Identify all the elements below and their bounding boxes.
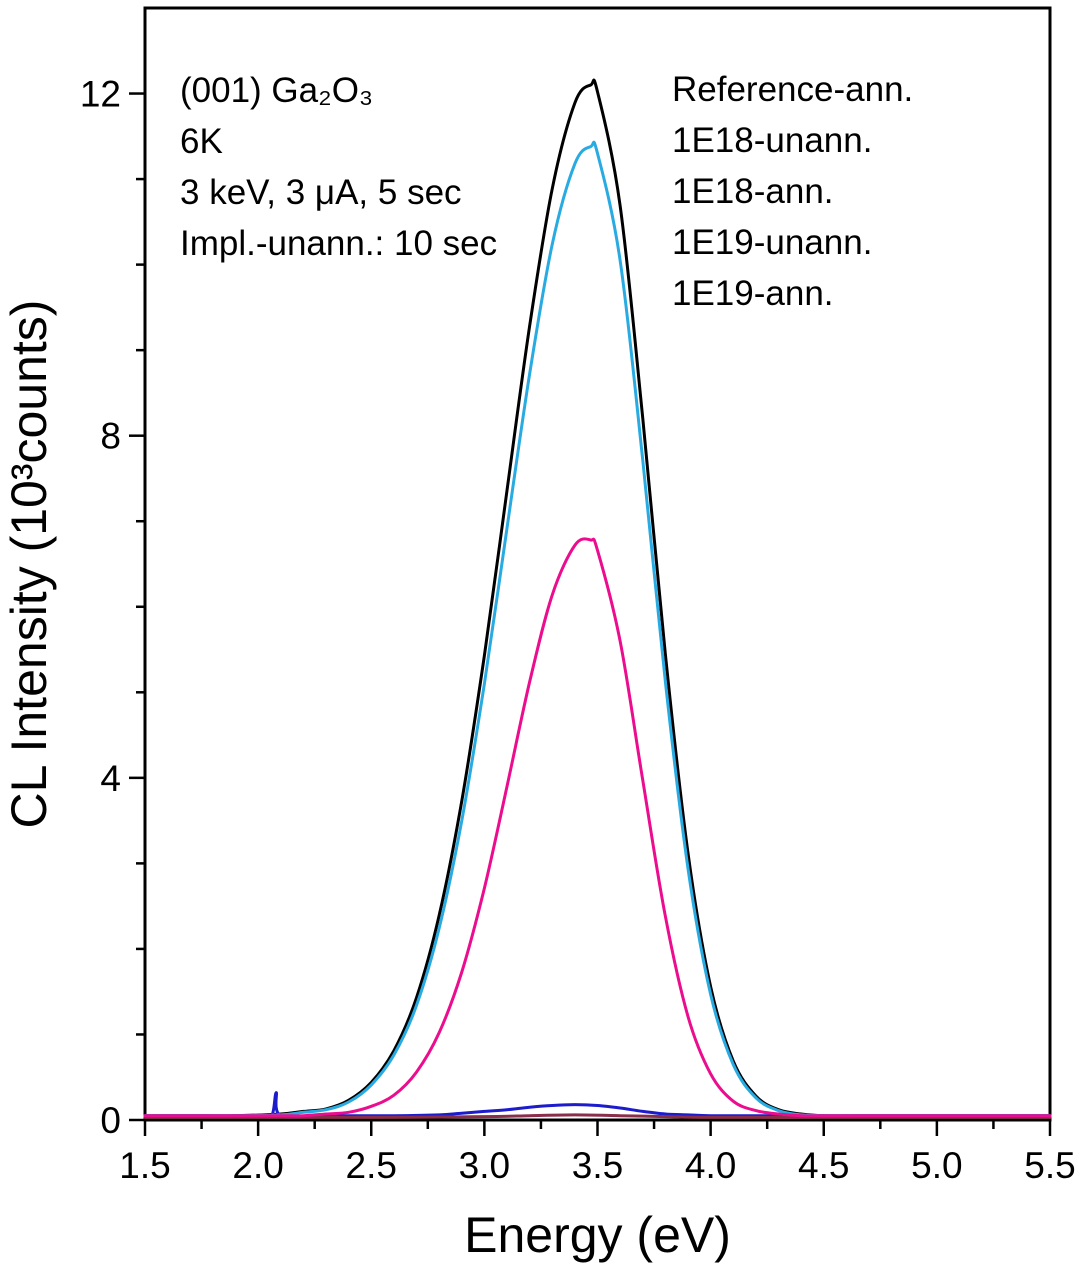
x-axis-tick-label: 3.5: [572, 1145, 623, 1186]
y-axis-tick-label: 4: [100, 758, 121, 799]
annotation-line-4: Impl.-unann.: 10 sec: [180, 224, 497, 263]
x-axis-tick-label: 2.0: [232, 1145, 283, 1186]
series-curve-4: [143, 1113, 1052, 1119]
legend-label-2: 1E18-unann.: [672, 121, 872, 160]
y-axis-title: CL Intensity (10³counts): [1, 300, 57, 829]
x-axis-tick-label: 4.0: [685, 1145, 736, 1186]
annotation-line-1: (001) Ga₂O₃: [180, 71, 373, 110]
legend-label-3: 1E18-ann.: [672, 172, 834, 211]
x-axis-title: Energy (eV): [464, 1207, 731, 1263]
legend-label-5: 1E19-ann.: [672, 274, 834, 313]
y-axis-tick-label: 12: [80, 74, 121, 115]
legend-label-4: 1E19-unann.: [672, 223, 872, 262]
series-curve-2: [143, 1091, 1052, 1119]
series-curve-3: [143, 140, 1052, 1118]
x-axis-tick-label: 5.0: [911, 1145, 962, 1186]
annotation-line-2: 6K: [180, 122, 223, 161]
x-axis-tick-label: 2.5: [346, 1145, 397, 1186]
legend-label-1: Reference-ann.: [672, 70, 913, 109]
x-axis-tick-label: 4.5: [798, 1145, 849, 1186]
annotation-line-3: 3 keV, 3 μA, 5 sec: [180, 173, 462, 212]
x-axis-tick-label: 5.5: [1024, 1145, 1075, 1186]
y-axis-tick-label: 0: [100, 1100, 121, 1141]
x-axis-tick-label: 3.0: [459, 1145, 510, 1186]
series-curve-5: [143, 537, 1052, 1118]
x-axis-tick-label: 1.5: [119, 1145, 170, 1186]
y-axis-tick-label: 8: [100, 416, 121, 457]
